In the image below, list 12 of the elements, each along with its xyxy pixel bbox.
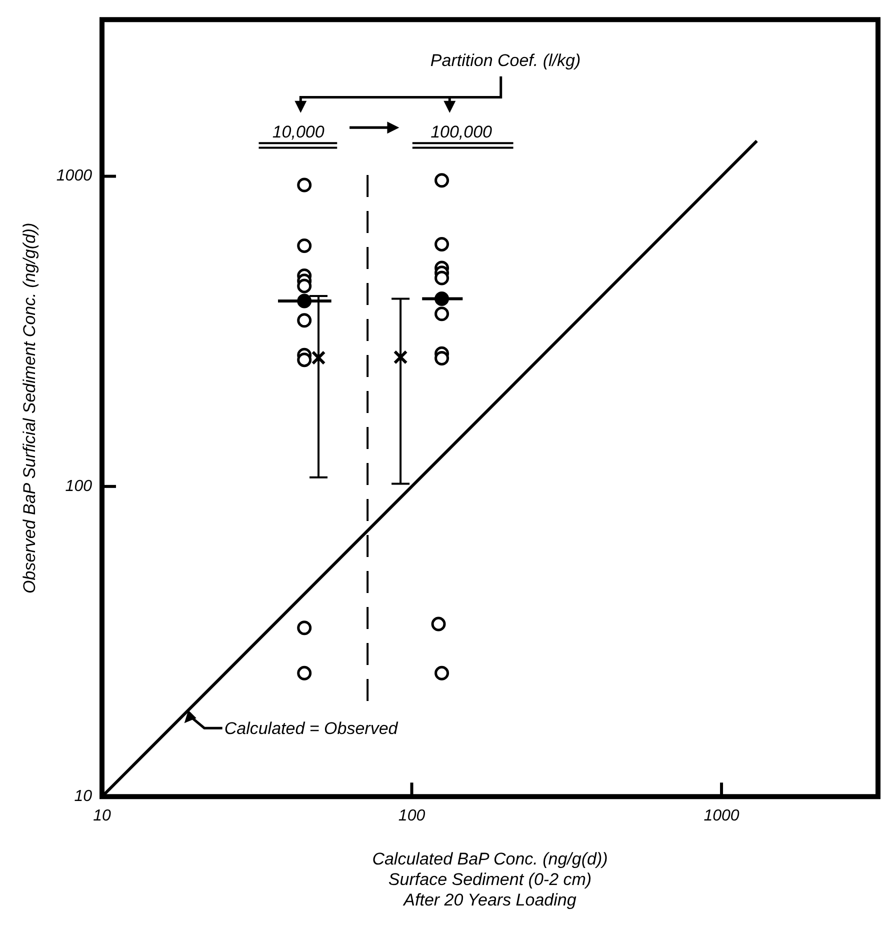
annotation: Partition Coef. (l/kg) (430, 51, 581, 70)
y-axis-title: Observed BaP Surficial Sediment Conc. (ng/g(d)) (20, 222, 39, 594)
y-tick-label: 1000 (56, 168, 92, 185)
annotation: Calculated = Observed (224, 719, 398, 738)
y-tick-label: 100 (65, 478, 92, 495)
x-tick-label: 100 (398, 808, 426, 825)
annotation: 100,000 (430, 122, 493, 142)
y-tick-label: 10 (74, 788, 92, 806)
annotation: 10,000 (272, 122, 325, 142)
x-axis-title: Calculated BaP Conc. (ng/g(d)) Surface Sediment (0-2 cm) After 20 Years Loading (372, 850, 608, 910)
x-tick-label: 1000 (704, 808, 740, 825)
x-tick-label: 10 (93, 808, 111, 825)
